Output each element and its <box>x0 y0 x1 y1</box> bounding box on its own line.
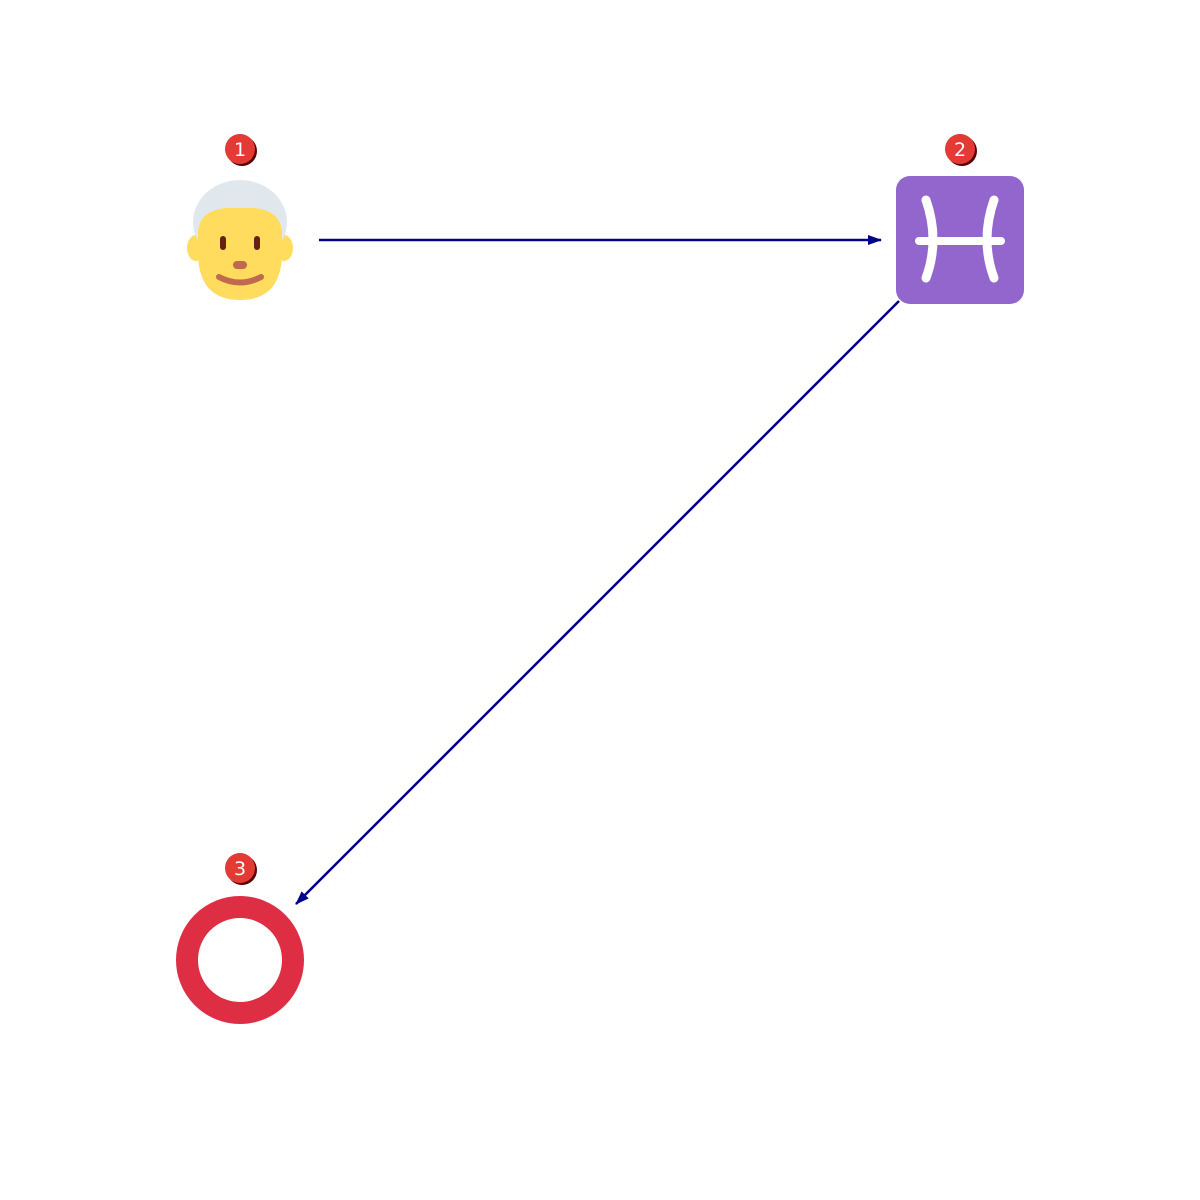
node-2[interactable]: 2 <box>896 134 1024 304</box>
node-3-badge: 3 <box>225 853 257 885</box>
node-2-badge: 2 <box>945 134 977 166</box>
node-3[interactable]: 3 <box>176 853 304 1024</box>
heavy-large-circle-icon <box>176 896 304 1024</box>
older-man-emoji-icon <box>187 180 293 300</box>
node-3-badge-label: 3 <box>234 858 246 880</box>
edge-2-to-3 <box>295 300 900 905</box>
edges <box>295 235 900 905</box>
node-1[interactable]: 1 <box>187 134 293 300</box>
node-1-badge: 1 <box>225 134 257 166</box>
node-2-badge-label: 2 <box>954 139 966 161</box>
pisces-zodiac-icon <box>896 176 1024 304</box>
node-1-badge-label: 1 <box>234 139 246 161</box>
